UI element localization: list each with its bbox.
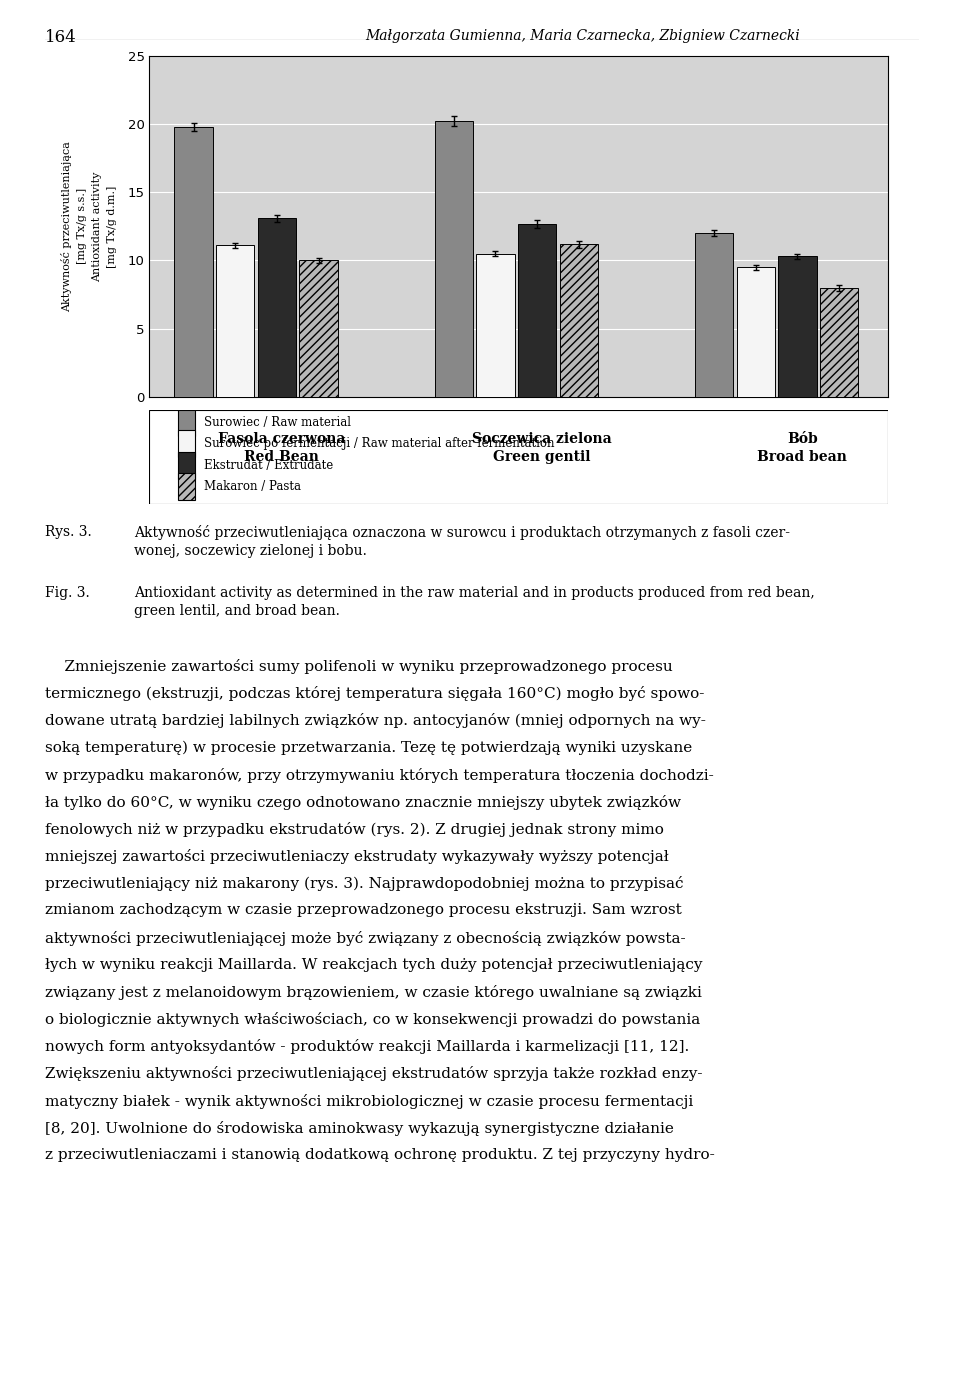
Text: fenolowych niż w przypadku ekstrudatów (rys. 2). Z drugiej jednak strony mimo: fenolowych niż w przypadku ekstrudatów (…: [45, 822, 664, 837]
Text: przeciwutleniający niż makarony (rys. 3). Najprawdopodobniej można to przypisać: przeciwutleniający niż makarony (rys. 3)…: [45, 876, 684, 892]
Bar: [518, 224, 556, 397]
Text: Antioxidant activity as determined in the raw material and in products produced : Antioxidant activity as determined in th…: [134, 586, 815, 618]
FancyBboxPatch shape: [179, 474, 195, 500]
Text: o biologicznie aktywnych właściwościach, co w konsekwencji prowadzi do powstania: o biologicznie aktywnych właściwościach,…: [45, 1013, 701, 1027]
Text: zmianom zachodzącym w czasie przeprowadzonego procesu ekstruzji. Sam wzrost: zmianom zachodzącym w czasie przeprowadz…: [45, 904, 682, 918]
Text: Bób
Broad bean: Bób Broad bean: [757, 432, 848, 464]
Bar: [560, 244, 598, 397]
Bar: [820, 288, 858, 397]
Text: 164: 164: [45, 29, 77, 46]
Text: w przypadku makaronów, przy otrzymywaniu których temperatura tłoczenia dochodzi-: w przypadku makaronów, przy otrzymywaniu…: [45, 768, 714, 783]
Text: matyczny białek - wynik aktywności mikrobiologicznej w czasie procesu fermentacj: matyczny białek - wynik aktywności mikro…: [45, 1094, 693, 1109]
Text: [8, 20]. Uwolnione do środowiska aminokwasy wykazują synergistyczne działanie: [8, 20]. Uwolnione do środowiska aminokw…: [45, 1121, 674, 1135]
Bar: [435, 121, 473, 397]
Text: Ekstrudat / Extrudate: Ekstrudat / Extrudate: [204, 458, 333, 472]
Text: związany jest z melanoidowym brązowieniem, w czasie którego uwalniane są związki: związany jest z melanoidowym brązowienie…: [45, 985, 702, 1000]
Bar: [695, 233, 733, 397]
Text: Aktywność przeciwutleniająca oznaczona w surowcu i produktach otrzymanych z faso: Aktywność przeciwutleniająca oznaczona w…: [134, 525, 790, 559]
Y-axis label: Aktywność przeciwutleniająca
[mg Tx/g s.s.]
Antioxidant activity
[mg Tx/g d.m.]: Aktywność przeciwutleniająca [mg Tx/g s.…: [61, 141, 116, 312]
Text: dowane utratą bardziej labilnych związków np. antocyjanów (mniej odpornych na wy: dowane utratą bardziej labilnych związkó…: [45, 713, 706, 729]
Text: termicznego (ekstruzji, podczas której temperatura sięgała 160°C) mogło być spow: termicznego (ekstruzji, podczas której t…: [45, 687, 705, 701]
Text: aktywności przeciwutleniającej może być związany z obecnością związków powsta-: aktywności przeciwutleniającej może być …: [45, 931, 685, 946]
Text: soką temperaturę) w procesie przetwarzania. Tezę tę potwierdzają wyniki uzyskane: soką temperaturę) w procesie przetwarzan…: [45, 741, 692, 755]
Text: Surowiec / Raw material: Surowiec / Raw material: [204, 417, 350, 429]
Bar: [476, 254, 515, 397]
Text: Małgorzata Gumienna, Maria Czarnecka, Zbigniew Czarnecki: Małgorzata Gumienna, Maria Czarnecka, Zb…: [365, 29, 800, 43]
Text: ła tylko do 60°C, w wyniku czego odnotowano znacznie mniejszy ubytek związków: ła tylko do 60°C, w wyniku czego odnotow…: [45, 794, 682, 809]
Bar: [175, 127, 213, 397]
Text: z przeciwutleniaczami i stanowią dodatkową ochronę produktu. Z tej przyczyny hyd: z przeciwutleniaczami i stanowią dodatko…: [45, 1148, 715, 1162]
Text: Surowiec po fermentacji / Raw material after fermentation: Surowiec po fermentacji / Raw material a…: [204, 437, 554, 450]
Text: łych w wyniku reakcji Maillarda. W reakcjach tych duży potencjał przeciwutleniaj: łych w wyniku reakcji Maillarda. W reakc…: [45, 958, 703, 972]
Bar: [300, 260, 338, 397]
Bar: [257, 219, 296, 397]
Bar: [779, 256, 817, 397]
FancyBboxPatch shape: [179, 430, 195, 457]
Text: Makaron / Pasta: Makaron / Pasta: [204, 479, 300, 493]
Text: Rys. 3.: Rys. 3.: [45, 525, 92, 539]
Text: Fasola czerwona
Red Bean: Fasola czerwona Red Bean: [218, 432, 346, 464]
Bar: [216, 245, 254, 397]
Bar: [736, 267, 775, 397]
FancyBboxPatch shape: [179, 410, 195, 436]
Text: Soczewica zielona
Green gentil: Soczewica zielona Green gentil: [472, 432, 612, 464]
Text: Zmniejszenie zawartości sumy polifenoli w wyniku przeprowadzonego procesu: Zmniejszenie zawartości sumy polifenoli …: [45, 659, 673, 674]
Text: Fig. 3.: Fig. 3.: [45, 586, 90, 600]
Text: Zwiększeniu aktywności przeciwutleniającej ekstrudatów sprzyja także rozkład enz: Zwiększeniu aktywności przeciwutleniając…: [45, 1067, 703, 1081]
FancyBboxPatch shape: [179, 453, 195, 479]
Text: mniejszej zawartości przeciwutleniaczy ekstrudaty wykazywały wyższy potencjał: mniejszej zawartości przeciwutleniaczy e…: [45, 850, 669, 864]
Text: nowych form antyoksydantów - produktów reakcji Maillarda i karmelizacji [11, 12]: nowych form antyoksydantów - produktów r…: [45, 1039, 689, 1055]
